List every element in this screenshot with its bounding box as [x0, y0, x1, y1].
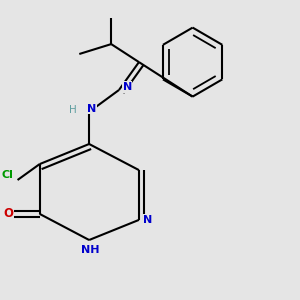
Text: H: H: [69, 105, 76, 116]
Text: N: N: [88, 104, 97, 114]
Text: NH: NH: [81, 244, 100, 255]
Text: O: O: [4, 207, 14, 220]
Text: Cl: Cl: [1, 170, 13, 181]
Text: N: N: [123, 82, 132, 92]
Text: N: N: [143, 215, 152, 225]
